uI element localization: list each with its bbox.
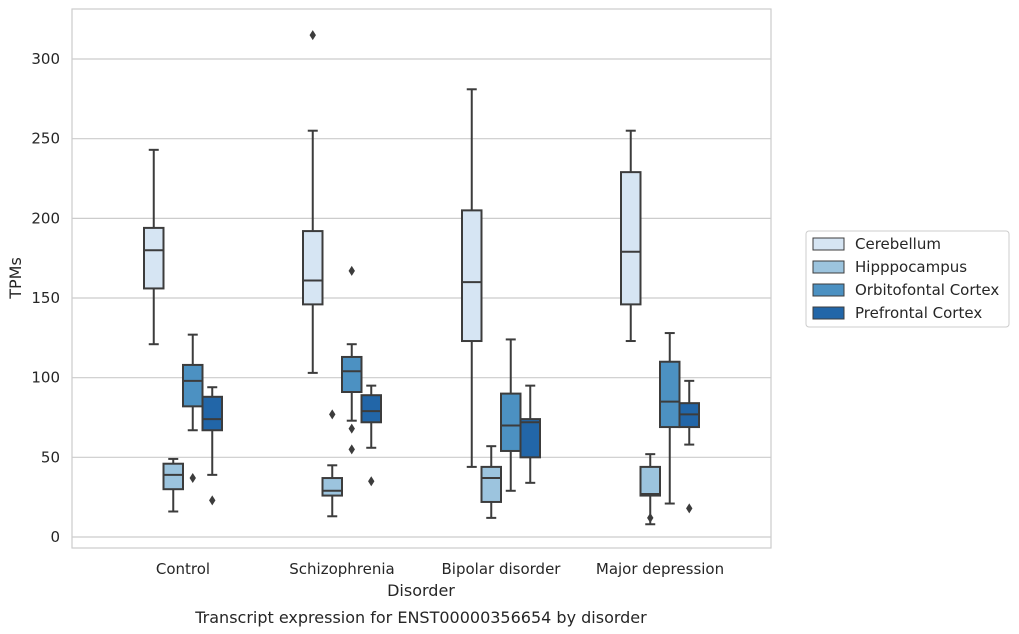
box-iqr [182, 363, 204, 408]
x-axis: Control Schizophrenia Bipolar disorder Majo… [156, 560, 724, 578]
box-2-0 [182, 333, 204, 484]
box-iqr [302, 230, 324, 306]
y-tick-label: 100 [31, 369, 60, 387]
legend: Cerebellum Hipppocampus Orbitofontal Corte… [805, 230, 1010, 328]
box-0-2 [461, 88, 483, 468]
box-1-0 [162, 457, 184, 513]
box-1-2 [480, 445, 502, 519]
box-iqr [162, 462, 184, 491]
box-iqr [500, 392, 522, 452]
boxes [143, 30, 700, 526]
box-2-3 [659, 332, 681, 505]
box-0-1 [302, 30, 324, 374]
outlier-point [368, 476, 375, 487]
plot-background [72, 9, 771, 548]
y-tick-label: 150 [31, 289, 60, 307]
legend-label: Cerebellum [855, 235, 941, 253]
legend-swatch [812, 283, 845, 297]
box-1-3 [639, 453, 661, 526]
box-iqr [201, 395, 223, 432]
y-tick-label: 300 [31, 50, 60, 68]
box-iqr [341, 355, 363, 394]
legend-items: Cerebellum Hipppocampus Orbitofontal Corte… [812, 235, 999, 322]
y-tick-label: 50 [41, 448, 60, 466]
x-tick-label: Major depression [596, 560, 724, 578]
box-3-3 [678, 379, 700, 514]
outlier-point [329, 409, 336, 420]
box-3-1 [360, 384, 382, 487]
plot-frame [71, 8, 772, 549]
y-axis-label: TPMs [6, 257, 25, 300]
y-tick-label: 200 [31, 209, 60, 227]
box-0-0 [143, 148, 165, 346]
legend-swatch [812, 237, 845, 251]
legend-label: Hipppocampus [855, 258, 967, 276]
box-iqr [639, 465, 661, 497]
box-iqr [480, 465, 502, 503]
x-tick-label: Control [156, 560, 210, 578]
legend-label: Orbitofontal Cortex [855, 281, 999, 299]
box-2-1 [341, 265, 363, 455]
box-0-3 [620, 129, 642, 343]
box-iqr [519, 418, 541, 459]
chart-caption: Transcript expression for ENST0000035665… [194, 608, 647, 627]
box-iqr [659, 360, 681, 429]
x-tick-label: Schizophrenia [289, 560, 394, 578]
outlier-point [189, 473, 196, 484]
box-3-2 [519, 384, 541, 484]
legend-label: Prefrontal Cortex [855, 304, 982, 322]
box-iqr [321, 477, 343, 497]
legend-frame [805, 230, 1010, 328]
legend-swatch [812, 260, 845, 274]
box-iqr [620, 171, 642, 306]
y-tick-label: 250 [31, 130, 60, 148]
box-2-2 [500, 338, 522, 492]
outlier-point [209, 495, 216, 506]
y-tick-label: 0 [50, 528, 60, 546]
box-iqr [143, 226, 165, 290]
box-1-1 [321, 409, 343, 518]
box-3-0 [201, 386, 223, 506]
box-iqr [360, 394, 382, 424]
x-axis-label: Disorder [387, 581, 455, 600]
outlier-point [686, 503, 693, 514]
outlier-point [348, 423, 355, 434]
y-axis: 0 50 100 150 200 250 300 [31, 50, 60, 546]
outlier-point [348, 444, 355, 455]
outlier-point [647, 512, 654, 523]
outlier-point [348, 265, 355, 276]
outlier-point [309, 30, 316, 41]
x-tick-label: Bipolar disorder [442, 560, 562, 578]
legend-swatch [812, 306, 845, 320]
box-iqr [461, 209, 483, 343]
